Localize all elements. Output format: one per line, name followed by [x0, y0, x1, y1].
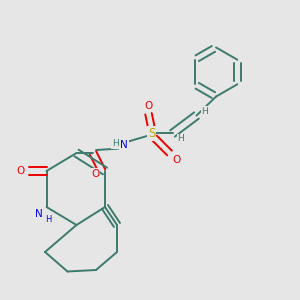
Text: O: O: [91, 169, 100, 179]
Text: O: O: [144, 101, 153, 111]
Text: H: H: [202, 106, 208, 116]
Text: S: S: [148, 127, 155, 140]
Text: N: N: [120, 140, 128, 150]
Text: H: H: [45, 214, 51, 224]
Text: O: O: [16, 166, 25, 176]
Text: H: H: [112, 140, 118, 148]
Text: O: O: [172, 154, 180, 165]
Text: H: H: [178, 134, 184, 143]
Text: N: N: [35, 208, 43, 219]
